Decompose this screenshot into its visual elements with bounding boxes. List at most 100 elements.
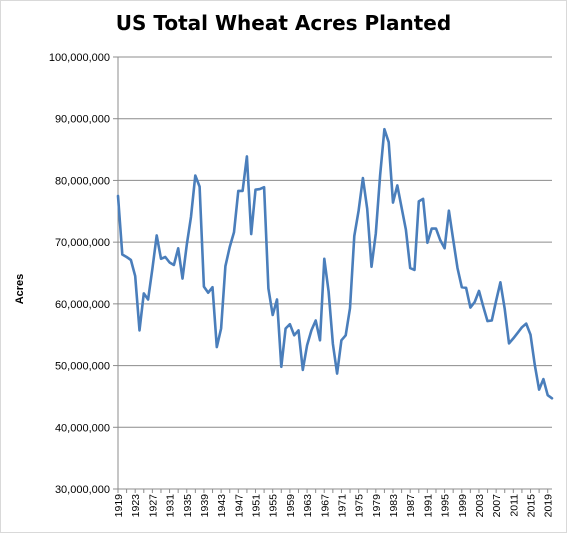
data-point [461, 286, 463, 288]
data-point [482, 305, 484, 307]
data-point [263, 186, 265, 188]
x-tick-label: 1943 [216, 494, 228, 518]
x-tick-label: 1951 [251, 494, 263, 518]
x-tick-label: 1983 [388, 494, 400, 518]
y-tick-label: 50,000,000 [55, 361, 110, 373]
data-point [147, 298, 149, 300]
x-tick-label: 2011 [508, 494, 520, 517]
data-point [349, 307, 351, 309]
data-point [220, 327, 222, 329]
data-point [250, 233, 252, 235]
data-point [177, 247, 179, 249]
x-tick-label: 2007 [491, 494, 503, 518]
x-tick-label: 1955 [268, 494, 280, 518]
data-point [448, 209, 450, 211]
data-point [280, 366, 282, 368]
data-point [345, 334, 347, 336]
data-point [486, 320, 488, 322]
data-point [400, 206, 402, 208]
data-point [284, 327, 286, 329]
data-point [190, 216, 192, 218]
data-point [508, 342, 510, 344]
x-tick-label: 1919 [113, 494, 125, 518]
data-point [452, 238, 454, 240]
data-point [392, 201, 394, 203]
data-point [525, 322, 527, 324]
data-point [422, 198, 424, 200]
data-point [319, 339, 321, 341]
data-point [473, 301, 475, 303]
data-point [366, 208, 368, 210]
data-point [271, 314, 273, 316]
y-tick-label: 70,000,000 [55, 237, 110, 249]
data-point [224, 265, 226, 267]
data-point [134, 275, 136, 277]
data-point [216, 346, 218, 348]
data-point [478, 290, 480, 292]
data-point [499, 281, 501, 283]
data-point [379, 174, 381, 176]
data-point [469, 306, 471, 308]
y-tick-label: 100,000,000 [49, 52, 110, 64]
chart-title: US Total Wheat Acres Planted [115, 11, 452, 35]
data-point [229, 246, 231, 248]
data-point [547, 394, 549, 396]
data-point [353, 235, 355, 237]
data-point [405, 229, 407, 231]
x-tick-label: 1923 [130, 494, 142, 518]
data-point [276, 298, 278, 300]
data-point [241, 190, 243, 192]
data-point [297, 329, 299, 331]
data-point [302, 369, 304, 371]
data-point [418, 200, 420, 202]
x-tick-label: 1927 [147, 494, 159, 518]
data-point [439, 239, 441, 241]
x-tick-label: 1999 [457, 494, 469, 518]
data-point [370, 266, 372, 268]
data-point [495, 300, 497, 302]
data-point [164, 256, 166, 258]
data-point [289, 323, 291, 325]
data-point [254, 188, 256, 190]
data-point [426, 242, 428, 244]
y-tick-label: 30,000,000 [55, 484, 110, 496]
x-tick-label: 1959 [285, 494, 297, 518]
data-point [233, 231, 235, 233]
data-point [168, 261, 170, 263]
data-point [336, 372, 338, 374]
y-tick-label: 40,000,000 [55, 422, 110, 434]
data-point [138, 329, 140, 331]
x-tick-label: 1931 [165, 494, 177, 518]
data-point [534, 364, 536, 366]
data-point [246, 155, 248, 157]
data-point [375, 232, 377, 234]
data-point [456, 267, 458, 269]
data-point [332, 343, 334, 345]
data-point [125, 256, 127, 258]
data-point [516, 332, 518, 334]
x-tick-label: 2019 [543, 494, 555, 518]
data-point [186, 243, 188, 245]
data-point [259, 188, 261, 190]
x-tick-label: 1963 [302, 494, 314, 518]
data-point [160, 258, 162, 260]
x-tick-label: 1971 [336, 494, 348, 518]
x-tick-label: 1939 [199, 494, 211, 518]
data-point [538, 388, 540, 390]
x-tick-label: 1991 [422, 494, 434, 518]
data-point [151, 267, 153, 269]
data-point [542, 378, 544, 380]
data-point [512, 337, 514, 339]
data-point [211, 286, 213, 288]
x-tick-label: 1967 [319, 494, 331, 518]
data-point [194, 174, 196, 176]
data-point [430, 227, 432, 229]
data-point [181, 277, 183, 279]
y-tick-label: 90,000,000 [55, 114, 110, 126]
y-tick-label: 80,000,000 [55, 175, 110, 187]
data-point [529, 334, 531, 336]
series-line-acres [116, 127, 554, 400]
data-point [310, 329, 312, 331]
